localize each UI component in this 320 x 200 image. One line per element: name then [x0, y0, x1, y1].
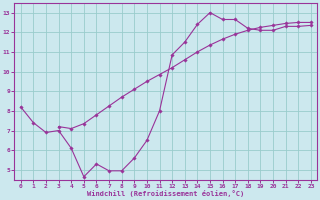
X-axis label: Windchill (Refroidissement éolien,°C): Windchill (Refroidissement éolien,°C)	[87, 190, 244, 197]
